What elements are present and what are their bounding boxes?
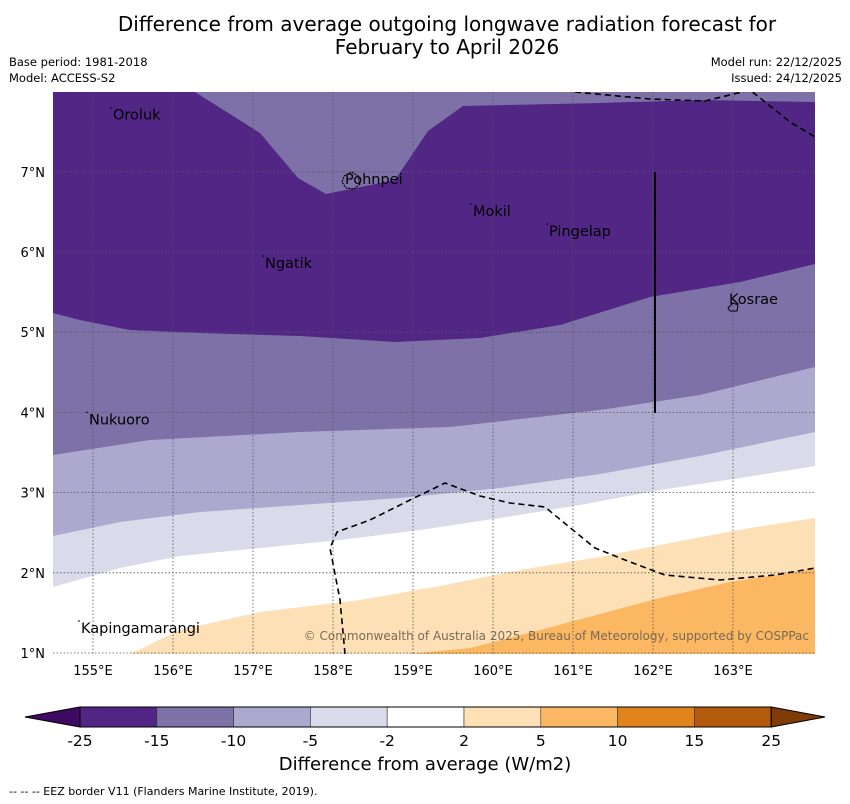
place-labels: Oroluk Pohnpei Mokil Pingelap Ngatik Kosrae Nu… <box>78 106 778 637</box>
colorbar-tick-label: -2 <box>379 732 394 750</box>
lon-tick-label: 160°E <box>473 664 513 679</box>
lat-tick-label: 2°N <box>21 567 46 582</box>
place-label-kosrae: Kosrae <box>729 292 778 308</box>
colorbar-segment <box>694 706 772 728</box>
colorbar-tick-label: 5 <box>536 732 546 750</box>
map-area: Oroluk Pohnpei Mokil Pingelap Ngatik Kosrae Nu… <box>53 92 815 654</box>
colorbar-segment <box>310 706 388 728</box>
colorbar-outline <box>79 706 772 728</box>
chart-title: Difference from average outgoing longwav… <box>60 13 834 59</box>
colorbar-segment <box>386 706 465 728</box>
colorbar-segment <box>540 706 618 728</box>
lon-tick-label: 162°E <box>633 664 673 679</box>
place-label-mokil: Mokil <box>473 204 511 220</box>
colorbar-segment <box>79 706 158 728</box>
colorbar-tick-label: 10 <box>608 732 628 750</box>
lon-tick-label: 163°E <box>713 664 753 679</box>
place-marker <box>78 620 80 622</box>
title-line-2: February to April 2026 <box>334 35 560 59</box>
lon-tick-label: 158°E <box>313 664 353 679</box>
place-marker <box>546 223 548 225</box>
colorbar-tick-label: 25 <box>761 732 781 750</box>
place-marker <box>262 255 264 257</box>
place-marker <box>86 411 88 414</box>
lat-tick-label: 6°N <box>21 246 46 261</box>
place-label-kapingamarangi: Kapingamarangi <box>81 621 200 637</box>
lat-tick-label: 4°N <box>21 406 46 421</box>
model-name: Model: ACCESS-S2 <box>9 71 116 85</box>
lon-tick-label: 156°E <box>153 664 193 679</box>
band-minus10-to-minus15-north <box>195 92 815 194</box>
colorbar-label: Difference from average (W/m2) <box>278 754 572 775</box>
place-marker <box>470 203 472 205</box>
colorbar-segment <box>233 706 311 728</box>
place-marker <box>110 106 112 109</box>
colorbar-tick-label: -25 <box>67 732 92 750</box>
axis-ticks: 155°E 156°E 157°E 158°E 159°E 160°E 161°E 162°E… <box>21 166 753 679</box>
lon-tick-label: 157°E <box>233 664 273 679</box>
place-label-ngatik: Ngatik <box>265 256 313 272</box>
lat-tick-label: 7°N <box>21 166 46 181</box>
colorbar-extend-high <box>770 706 826 728</box>
colorbar-segment <box>463 706 542 728</box>
lon-tick-label: 159°E <box>393 664 433 679</box>
colorbar-extend-low <box>24 706 81 728</box>
colorbar-tick-label: -15 <box>144 732 169 750</box>
lat-tick-label: 1°N <box>21 647 46 662</box>
band-5-to-10 <box>410 569 815 654</box>
colorbar-tick-label: -10 <box>221 732 246 750</box>
colorbar-segment <box>156 706 234 728</box>
place-label-pingelap: Pingelap <box>549 224 611 240</box>
eez-border <box>329 482 815 654</box>
gridlines <box>53 92 815 654</box>
title-line-1: Difference from average outgoing longwav… <box>117 12 777 36</box>
colorbar-segment <box>617 706 695 728</box>
pohnpei-island-outline <box>341 171 361 190</box>
lat-tick-label: 5°N <box>21 326 46 341</box>
lon-tick-label: 161°E <box>553 664 593 679</box>
place-label-pohnpei: Pohnpei <box>345 172 403 188</box>
colorbar: -25 -15 -10 -5 -2 2 5 10 15 25 <box>24 706 826 750</box>
colorbar-tick-label: -5 <box>303 732 318 750</box>
eez-footnote: -- -- -- EEZ border V11 (Flanders Marine… <box>9 785 318 798</box>
issued-date: Issued: 24/12/2025 <box>731 71 842 85</box>
place-label-nukuoro: Nukuoro <box>89 412 150 428</box>
eez-border-north <box>574 92 815 138</box>
place-label-oroluk: Oroluk <box>113 108 161 124</box>
lat-tick-label: 3°N <box>21 487 46 502</box>
base-period: Base period: 1981-2018 <box>9 55 148 69</box>
lon-tick-label: 155°E <box>73 664 113 679</box>
meta-left: Base period: 1981-2018 Model: ACCESS-S2 <box>9 54 148 86</box>
colorbar-tick-label: 15 <box>685 732 705 750</box>
model-run: Model run: 22/12/2025 <box>710 55 842 69</box>
colorbar-tick-label: 2 <box>459 732 469 750</box>
meta-right: Model run: 22/12/2025 Issued: 24/12/2025 <box>711 54 842 86</box>
kosrae-island-outline <box>727 302 739 312</box>
copyright-text: © Commonwealth of Australia 2025, Bureau… <box>304 629 809 643</box>
